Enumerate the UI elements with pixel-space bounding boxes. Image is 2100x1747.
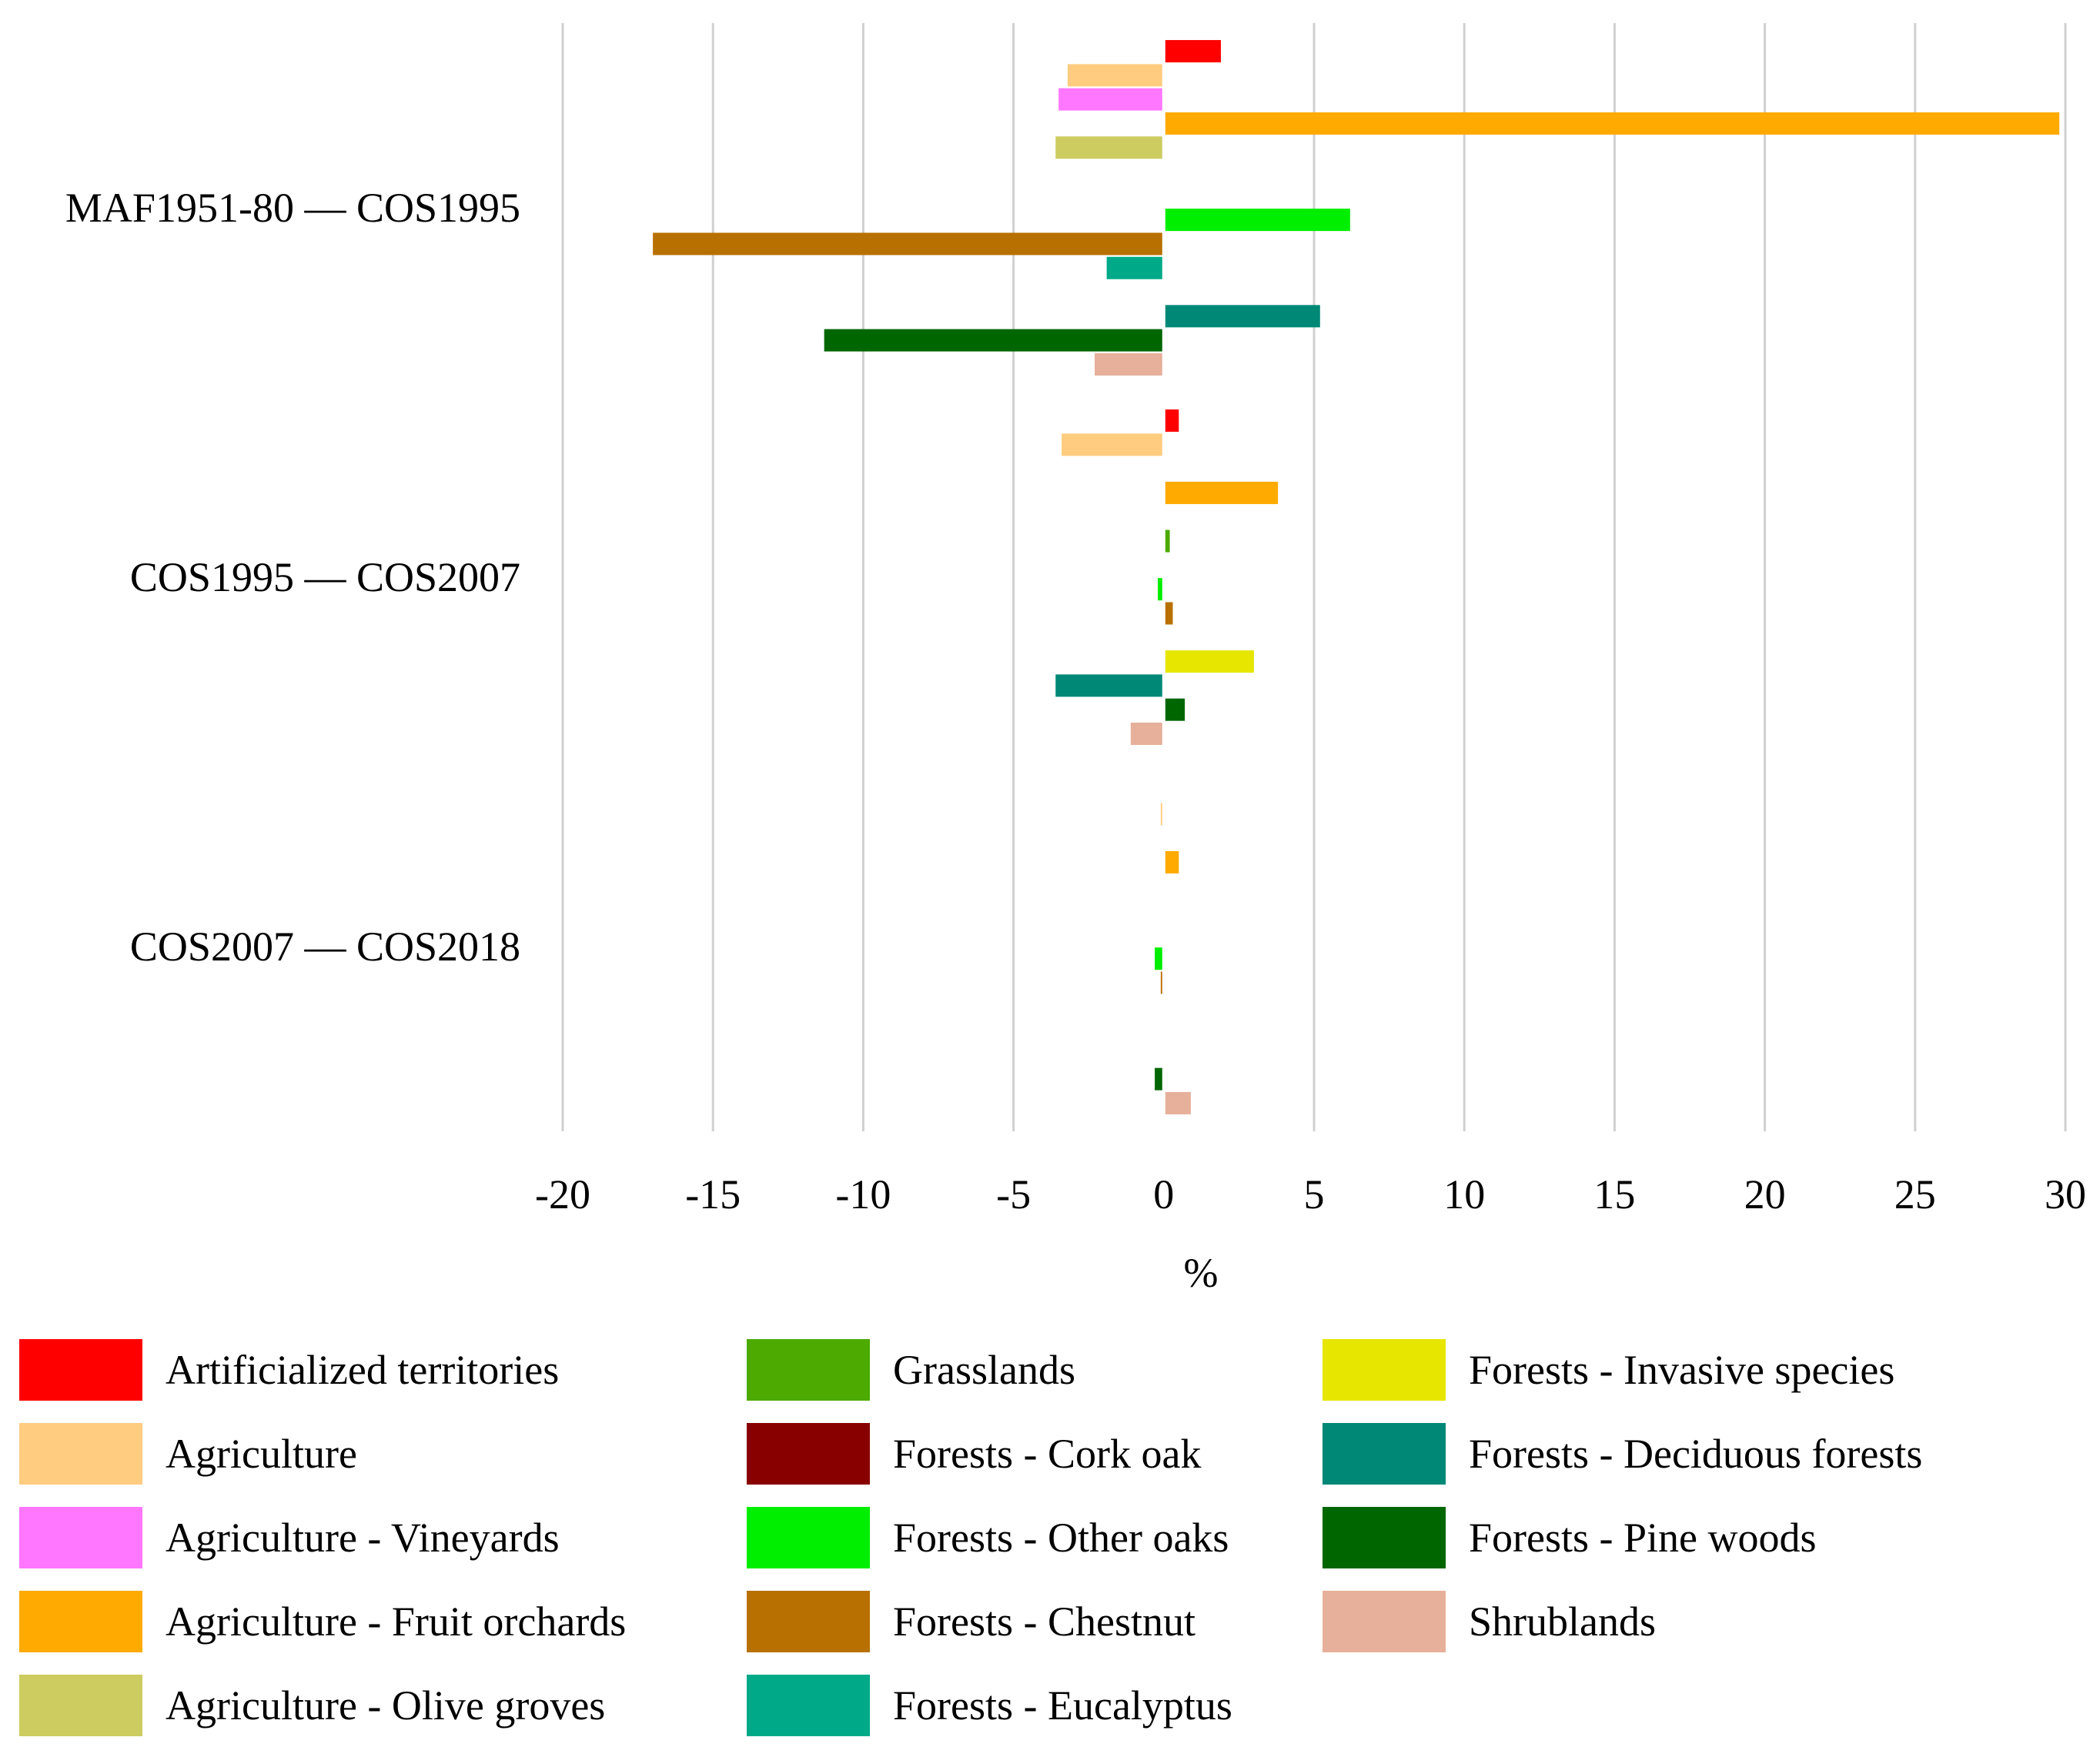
legend-label: Forests - Other oaks [893, 1515, 1229, 1561]
legend-swatch [1323, 1339, 1446, 1401]
legend-item: Agriculture - Vineyards [19, 1499, 560, 1576]
bar-shrublands [1163, 1091, 1191, 1114]
bar-forests-other-oaks [1157, 578, 1164, 601]
legend-swatch [747, 1591, 870, 1652]
legend-item: Shrublands [1323, 1583, 1656, 1660]
legend-swatch [1323, 1591, 1446, 1652]
legend-item: Forests - Cork oak [747, 1415, 1201, 1492]
legend-item: Forests - Eucalyptus [747, 1667, 1232, 1744]
x-tick-label: 30 [2045, 1171, 2086, 1218]
bar-agriculture-fruit-orchards [1163, 112, 2060, 135]
x-tick-label: -10 [835, 1171, 891, 1218]
legend-swatch [747, 1675, 870, 1736]
legend-swatch [19, 1591, 142, 1652]
legend-item: Grasslands [747, 1331, 1075, 1408]
legend-swatch [19, 1675, 142, 1736]
legend-item: Forests - Chestnut [747, 1583, 1195, 1660]
legend-label: Forests - Deciduous forests [1469, 1431, 1923, 1477]
bar-forests-deciduous-forests [1055, 674, 1164, 697]
bar-forests-other-oaks [1163, 209, 1350, 232]
bar-forests-deciduous-forests [1163, 305, 1320, 328]
bar-agriculture-fruit-orchards [1163, 481, 1279, 504]
category-label: MAF1951-80 — COS1995 [65, 185, 520, 231]
legend-label: Artificialized territories [166, 1347, 560, 1393]
bar-artificialized-territories [1163, 40, 1221, 63]
x-tick-label: 10 [1443, 1171, 1485, 1218]
gridlines [561, 23, 2067, 1131]
bar-forests-pine-woods [824, 329, 1164, 352]
legend-item: Agriculture - Fruit orchards [19, 1583, 626, 1660]
bar-forests-other-oaks [1155, 947, 1164, 970]
bar-forests-pine-woods [1163, 698, 1185, 721]
legend-label: Forests - Cork oak [893, 1431, 1202, 1477]
category-label: COS2007 — COS2018 [130, 924, 520, 970]
legend-label: Shrublands [1469, 1598, 1656, 1645]
x-tick-labels: -20 -15 -10 -5 0 5 10 15 20 25 30 [535, 1171, 2086, 1218]
bar-shrublands [1130, 722, 1164, 745]
bar-agriculture [1067, 64, 1164, 87]
legend-label: Agriculture [166, 1431, 357, 1477]
legend-swatch [1323, 1423, 1446, 1485]
legend-item: Agriculture - Olive groves [19, 1667, 605, 1744]
x-tick-label: 5 [1304, 1171, 1325, 1218]
legend-swatch [19, 1507, 142, 1568]
legend-label: Forests - Pine woods [1469, 1515, 1817, 1561]
bar-forests-pine-woods [1155, 1067, 1164, 1091]
legend-swatch [747, 1339, 870, 1401]
x-tick-label: 15 [1593, 1171, 1635, 1218]
legend-label: Grasslands [893, 1347, 1075, 1393]
x-tick-label: 0 [1153, 1171, 1174, 1218]
legend-swatch [19, 1423, 142, 1485]
category-labels: MAF1951-80 — COS1995 COS1995 — COS2007 COS… [65, 185, 520, 970]
bar-shrublands [1095, 352, 1164, 376]
category-label: COS1995 — COS2007 [130, 554, 520, 600]
chart: -20 -15 -10 -5 0 5 10 15 20 25 30 MAF1951-80 — COS… [65, 23, 2086, 1296]
legend-item: Forests - Pine woods [1323, 1499, 1817, 1576]
x-tick-label: -5 [996, 1171, 1031, 1218]
legend-item: Forests - Deciduous forests [1323, 1415, 1922, 1492]
legend-item: Agriculture [19, 1415, 357, 1492]
x-tick-label: 20 [1744, 1171, 1786, 1218]
bar-forests-chestnut [1163, 602, 1173, 625]
bar-forests-invasive-species [1163, 650, 1254, 673]
legend-swatch [1323, 1507, 1446, 1568]
bar-agriculture-vineyards [1058, 88, 1164, 111]
x-axis-label: % [1184, 1250, 1219, 1296]
legend-label: Forests - Eucalyptus [893, 1682, 1232, 1729]
legend-swatch [747, 1507, 870, 1568]
legend-item: Forests - Other oaks [747, 1499, 1229, 1576]
bar-grasslands [1163, 529, 1170, 553]
x-tick-label: 25 [1894, 1171, 1936, 1218]
bars [653, 40, 2060, 1114]
bar-forests-eucalyptus [1106, 256, 1164, 279]
x-tick-label: -15 [685, 1171, 741, 1218]
legend-label: Agriculture - Vineyards [166, 1515, 560, 1561]
legend-label: Agriculture - Olive groves [166, 1682, 606, 1729]
legend-item: Forests - Invasive species [1323, 1331, 1894, 1408]
bar-agriculture [1062, 433, 1164, 456]
legend-label: Forests - Chestnut [893, 1598, 1196, 1645]
legend: Artificialized territories Agriculture Agr… [0, 1331, 2100, 1747]
x-tick-label: -20 [535, 1171, 590, 1218]
legend-label: Agriculture - Fruit orchards [166, 1598, 627, 1645]
bar-agriculture-olive-groves [1055, 136, 1164, 159]
legend-item: Artificialized territories [19, 1331, 559, 1408]
legend-swatch [747, 1423, 870, 1485]
bar-agriculture-fruit-orchards [1163, 850, 1179, 874]
legend-label: Forests - Invasive species [1469, 1347, 1895, 1393]
bar-artificialized-territories [1163, 409, 1179, 433]
legend-swatch [19, 1339, 142, 1401]
bar-forests-chestnut [653, 232, 1164, 256]
